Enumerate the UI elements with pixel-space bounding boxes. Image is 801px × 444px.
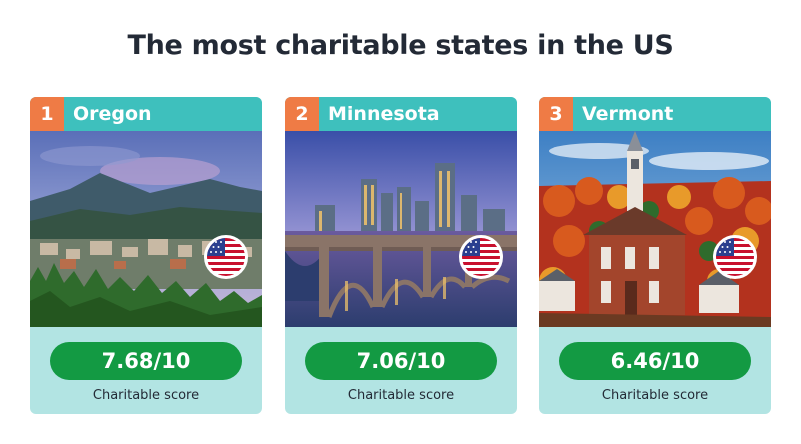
score-label: Charitable score bbox=[601, 388, 709, 403]
state-name: Vermont bbox=[582, 103, 674, 125]
page-title: The most charitable states in the US bbox=[127, 30, 674, 61]
us-flag-icon bbox=[459, 235, 503, 279]
oregon-landscape-photo bbox=[30, 131, 262, 327]
minneapolis-skyline-photo bbox=[285, 131, 517, 327]
rank-badge: 1 bbox=[30, 97, 64, 131]
rank-badge: 2 bbox=[285, 97, 319, 131]
score-pill: 6.46/10 bbox=[559, 342, 751, 380]
card-header: 3 Vermont bbox=[539, 97, 771, 131]
vermont-church-photo bbox=[539, 131, 771, 327]
us-flag-icon bbox=[204, 235, 248, 279]
score-pill: 7.68/10 bbox=[50, 342, 242, 380]
rank-badge: 3 bbox=[539, 97, 573, 131]
state-card-vermont: 3 Vermont bbox=[539, 97, 771, 414]
score-label: Charitable score bbox=[92, 388, 200, 403]
score-pill: 7.06/10 bbox=[305, 342, 497, 380]
card-header: 2 Minnesota bbox=[285, 97, 517, 131]
state-card-minnesota: 2 Minnesota bbox=[285, 97, 517, 414]
state-name: Oregon bbox=[73, 103, 152, 125]
us-flag-icon bbox=[713, 235, 757, 279]
state-card-oregon: 1 Oregon bbox=[30, 97, 262, 414]
card-header: 1 Oregon bbox=[30, 97, 262, 131]
score-label: Charitable score bbox=[347, 388, 455, 403]
state-name: Minnesota bbox=[328, 103, 440, 125]
